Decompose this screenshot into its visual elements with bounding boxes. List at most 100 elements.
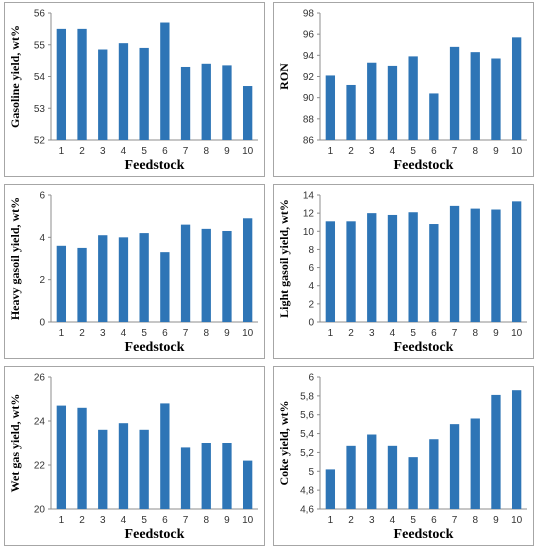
bar: [491, 209, 501, 322]
x-tick-label: 2: [79, 515, 85, 526]
bar: [491, 58, 501, 141]
x-tick-label: 5: [141, 515, 147, 526]
y-tick-label: 2: [308, 299, 314, 310]
y-tick-label: 0: [39, 318, 45, 329]
bar: [387, 445, 398, 509]
bar: [77, 28, 87, 140]
x-tick-label: 5: [141, 146, 147, 157]
bar: [139, 429, 149, 509]
chart-panel-gasoline: 52 53 54 55 56 1 2 3 4 5 6 7 8 9 10 Feedstock Gasoline y…: [4, 2, 265, 177]
bar: [201, 443, 211, 509]
x-tick-label: 2: [348, 515, 354, 526]
y-tick-label: 5: [308, 467, 314, 478]
bar: [408, 56, 418, 141]
x-tick-label: 9: [493, 515, 499, 526]
bar: [56, 245, 67, 322]
chart-heavy-gasoil: 0 2 4 6 1 2 3 4 5 6 7 8 9 10 Feedstock Heavy gasoil yie…: [8, 191, 258, 355]
x-tick-label: 8: [203, 146, 209, 157]
x-tick-label: 9: [224, 515, 230, 526]
x-tick-label: 10: [242, 328, 254, 339]
y-tick-label: 5,8: [300, 391, 314, 402]
x-tick-label: 10: [242, 515, 254, 526]
y-tick-label: 96: [303, 30, 315, 41]
x-axis-title: Feedstock: [394, 158, 454, 173]
x-tick-label: 10: [511, 146, 523, 157]
x-tick-label: 9: [493, 328, 499, 339]
bar: [449, 424, 460, 509]
x-tick-label: 8: [203, 515, 209, 526]
bar: [408, 457, 418, 509]
bar: [56, 28, 67, 140]
y-tick-label: 92: [303, 72, 315, 83]
bar: [511, 201, 522, 322]
bar: [408, 212, 418, 322]
x-tick-label: 7: [183, 328, 189, 339]
bar: [98, 429, 108, 509]
chart-ron: 86 88 90 92 94 96 98 1 2 3 4 5 6 7 8 9 10 Feedstock RON: [277, 9, 527, 173]
x-tick-label: 7: [183, 515, 189, 526]
chart-panel-coke: 4,6 4,8 5 5,2 5,4 5,6 5,8 6 1 2 3 4 5 6 7 8 9 10 Feedstock…: [273, 366, 534, 546]
x-tick-label: 3: [369, 146, 375, 157]
x-tick-label: 9: [224, 328, 230, 339]
y-tick-label: 8: [308, 245, 314, 256]
x-tick-label: 5: [410, 328, 416, 339]
x-tick-label: 9: [493, 146, 499, 157]
bar: [511, 37, 522, 140]
bar: [242, 218, 253, 322]
bar: [387, 214, 398, 322]
bar: [387, 65, 398, 140]
x-tick-label: 3: [369, 328, 375, 339]
x-tick-label: 7: [452, 515, 458, 526]
bar: [118, 423, 129, 509]
chart-panel-light-gasoil: 0 2 4 6 8 10 12 14 1 2 3 4 5 6 7 8 9 10 Feedstock Light gas…: [273, 184, 534, 359]
y-axis-title: RON: [277, 63, 291, 90]
chart-wet-gas: 20 22 24 26 1 2 3 4 5 6 7 8 9 10 Feedstock Wet gas yiel…: [8, 373, 258, 542]
bar: [367, 434, 377, 509]
x-tick-label: 2: [348, 328, 354, 339]
bar: [98, 49, 108, 141]
bar: [449, 205, 460, 322]
bar: [470, 52, 480, 140]
y-axis-title: Wet gas yield, wt%: [8, 394, 22, 493]
y-tick-label: 4,6: [300, 505, 314, 516]
bar: [429, 93, 439, 140]
x-tick-label: 10: [511, 328, 523, 339]
y-tick-label: 26: [34, 373, 46, 384]
x-tick-label: 6: [162, 328, 168, 339]
x-tick-label: 1: [328, 146, 334, 157]
y-tick-label: 98: [303, 9, 315, 20]
y-tick-label: 55: [34, 40, 46, 51]
chart-panel-heavy-gasoil: 0 2 4 6 1 2 3 4 5 6 7 8 9 10 Feedstock Heavy gasoil yie…: [4, 184, 265, 359]
y-axis-title: Light gasoil yield, wt%: [277, 199, 291, 318]
x-axis-title: Feedstock: [125, 158, 185, 173]
bar: [470, 208, 480, 322]
y-tick-label: 10: [303, 227, 315, 238]
bar: [139, 233, 149, 322]
bar: [56, 405, 67, 509]
y-tick-label: 4: [308, 281, 314, 292]
bar: [429, 224, 439, 322]
x-tick-label: 6: [162, 146, 168, 157]
bar: [242, 460, 253, 509]
y-tick-label: 6: [308, 373, 314, 384]
x-tick-label: 10: [242, 146, 254, 157]
x-tick-label: 4: [390, 146, 396, 157]
x-tick-label: 4: [390, 515, 396, 526]
y-tick-label: 5,4: [300, 429, 314, 440]
chart-panel-wet-gas: 20 22 24 26 1 2 3 4 5 6 7 8 9 10 Feedstock Wet gas yiel…: [4, 366, 265, 546]
x-tick-label: 4: [121, 328, 127, 339]
bar: [325, 221, 336, 322]
x-axis-title: Feedstock: [125, 340, 185, 355]
bar: [222, 443, 232, 509]
bar: [429, 439, 439, 509]
x-tick-label: 7: [452, 146, 458, 157]
y-tick-label: 54: [34, 72, 46, 83]
x-tick-label: 8: [472, 146, 478, 157]
x-tick-label: 1: [328, 328, 334, 339]
bar: [160, 22, 170, 140]
x-axis-title: Feedstock: [394, 527, 454, 542]
y-tick-label: 53: [34, 104, 46, 115]
x-tick-label: 2: [79, 328, 85, 339]
bar: [160, 403, 170, 509]
x-axis-title: Feedstock: [394, 340, 454, 355]
